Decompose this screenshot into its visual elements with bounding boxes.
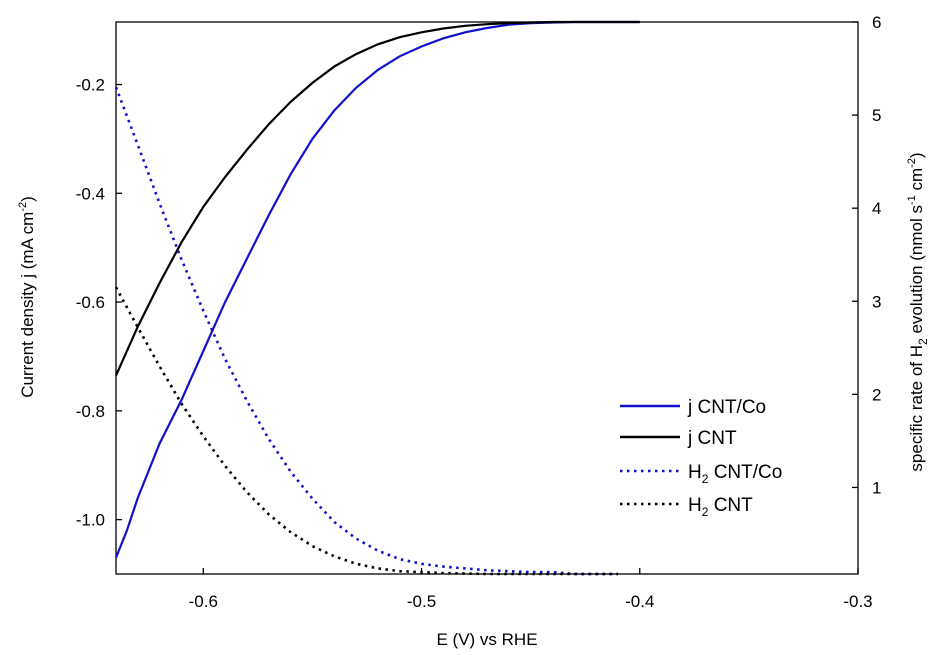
y-left-tick-label: -1.0 (76, 511, 105, 530)
y-right-title-sup1: -1 (906, 195, 918, 205)
legend-h2-cnt-rest: CNT (708, 495, 753, 516)
y-right-tick-label: 2 (872, 385, 881, 404)
y-right-tick-label: 5 (872, 106, 881, 125)
y-right-title-part3: cm (907, 168, 926, 195)
y-right-axis-title: specific rate of H2 evolution (nmol s-1 … (906, 152, 930, 471)
x-tick-label: -0.4 (625, 592, 654, 611)
y-right-title-sub: 2 (916, 338, 930, 345)
legend-h2-cnt-co-sub: 2 (702, 472, 709, 486)
plot-frame (115, 21, 859, 575)
y-left-title-sup: -2 (17, 202, 29, 212)
y-right-axis: 1 2 3 4 5 6 (852, 13, 881, 497)
x-tick-label: -0.5 (407, 592, 436, 611)
y-left-tick-label: -0.6 (76, 293, 105, 312)
legend: j CNT/Co j CNT H2 CNT/Co H2 CNT (620, 397, 782, 519)
x-axis: -0.6 -0.5 -0.4 -0.3 (189, 568, 873, 611)
legend-label-j-cnt: j CNT (687, 428, 737, 449)
series-h2-cnt-line (114, 286, 618, 576)
legend-label-h2-cnt-co: H2 CNT/Co (688, 462, 782, 486)
y-right-title-part1: specific rate of H (907, 345, 926, 472)
y-right-title-part2: evolution (nmol s (907, 205, 926, 338)
series-layer (114, 20, 640, 576)
y-left-tick-label: -0.2 (76, 76, 105, 95)
x-tick-label: -0.6 (189, 592, 218, 611)
y-right-tick-label: 4 (872, 199, 881, 218)
series-h2-cnt-co-line (114, 86, 618, 576)
legend-h2-cnt-sub: 2 (702, 505, 709, 519)
y-right-tick-label: 6 (872, 13, 881, 32)
legend-h2-cnt-co-h: H (688, 462, 702, 483)
y-left-tick-label: -0.4 (76, 184, 105, 203)
legend-label-h2-cnt: H2 CNT (688, 495, 753, 519)
legend-h2-cnt-h: H (688, 495, 702, 516)
x-axis-title: E (V) vs RHE (436, 630, 537, 649)
y-left-title-end: ) (18, 196, 37, 202)
y-right-tick-label: 1 (872, 478, 881, 497)
y-left-tick-label: -0.8 (76, 402, 105, 421)
y-left-axis: -1.0 -0.8 -0.6 -0.4 -0.2 (76, 76, 122, 530)
legend-h2-cnt-co-rest: CNT/Co (708, 462, 782, 483)
y-right-title-end: ) (907, 152, 926, 158)
y-left-axis-title: Current density j (mA cm-2) (17, 196, 37, 398)
series-j-cnt-line (114, 20, 640, 376)
legend-label-j-cnt-co: j CNT/Co (687, 397, 766, 418)
x-tick-label: -0.3 (843, 592, 872, 611)
y-right-tick-label: 3 (872, 292, 881, 311)
y-left-title-main: Current density j (mA cm (18, 212, 37, 398)
y-right-title-sup2: -2 (906, 158, 918, 168)
